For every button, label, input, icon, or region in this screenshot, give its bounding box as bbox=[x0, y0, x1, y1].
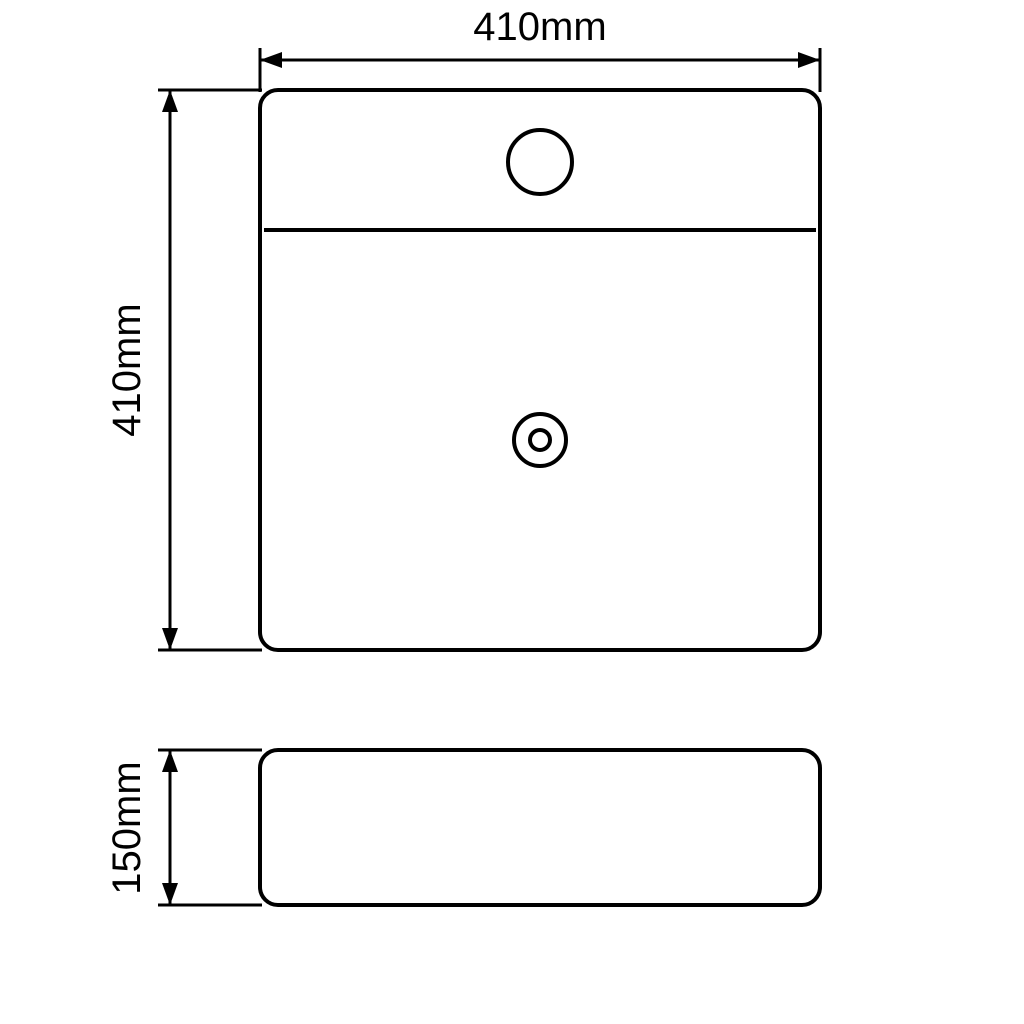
depth-label: 150mm bbox=[105, 761, 149, 894]
width-label: 410mm bbox=[473, 5, 606, 49]
technical-drawing: 410mm 410mm 150mm bbox=[0, 0, 1024, 1024]
height-label: 410mm bbox=[105, 303, 149, 436]
